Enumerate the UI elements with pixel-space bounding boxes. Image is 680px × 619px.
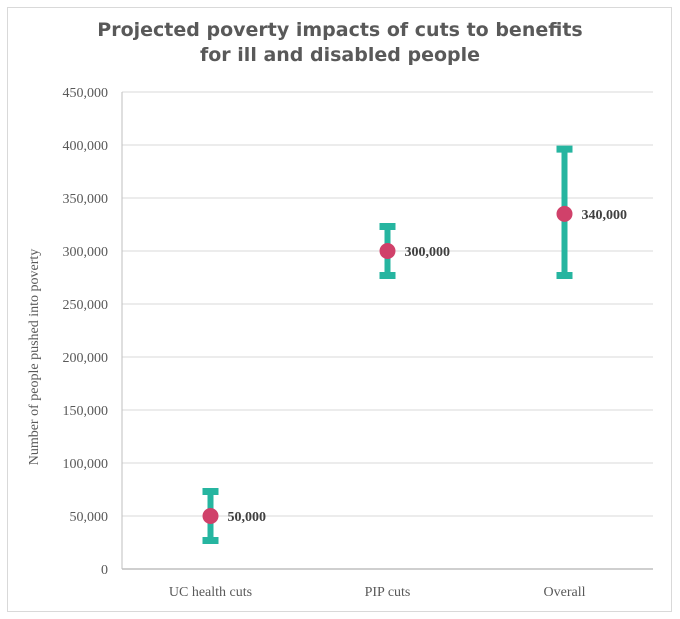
y-tick-label: 300,000 xyxy=(63,245,109,260)
data-point xyxy=(556,205,573,222)
y-tick-labels: 0 50,000 100,000 150,000 200,000 250,000 300,0… xyxy=(63,86,109,578)
x-tick-label: PIP cuts xyxy=(365,585,411,600)
chart-title-line-2: for ill and disabled people xyxy=(199,44,481,66)
y-tick-label: 400,000 xyxy=(63,139,109,154)
y-tick-label: 150,000 xyxy=(63,404,109,419)
y-tick-label: 250,000 xyxy=(63,298,109,313)
data-label: 300,000 xyxy=(405,245,451,260)
data-point xyxy=(379,243,396,259)
y-tick-label: 450,000 xyxy=(63,86,109,101)
x-tick-labels: UC health cuts PIP cuts Overall xyxy=(169,585,586,600)
data-labels: 50,000 300,000 340,000 xyxy=(228,208,628,525)
y-tick-label: 0 xyxy=(101,563,108,578)
data-label: 50,000 xyxy=(228,510,267,525)
x-tick-label: Overall xyxy=(544,585,586,600)
x-tick-label: UC health cuts xyxy=(169,585,252,600)
y-axis-label: Number of people pushed into poverty xyxy=(27,249,42,466)
chart-title-line-1: Projected poverty impacts of cuts to ben… xyxy=(97,19,583,41)
y-tick-label: 200,000 xyxy=(63,351,109,366)
chart-frame xyxy=(7,7,672,612)
data-points xyxy=(202,205,573,524)
y-tick-label: 350,000 xyxy=(63,192,109,207)
chart-title: Projected poverty impacts of cuts to ben… xyxy=(0,18,680,68)
gridlines xyxy=(122,91,653,517)
error-bars xyxy=(202,145,573,544)
y-tick-label: 50,000 xyxy=(70,510,109,525)
data-point xyxy=(202,508,219,524)
data-label: 340,000 xyxy=(582,208,628,223)
y-tick-label: 100,000 xyxy=(63,457,109,472)
